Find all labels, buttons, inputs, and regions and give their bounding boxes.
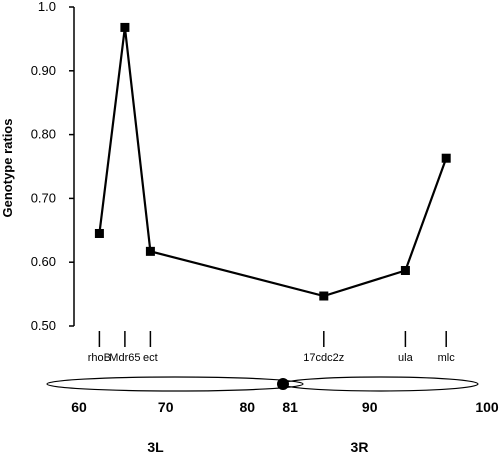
data-point bbox=[120, 22, 130, 32]
y-tick-label: 0.90 bbox=[31, 63, 56, 78]
data-point bbox=[441, 153, 451, 163]
marker-label: ula bbox=[398, 352, 414, 364]
chromosome-map: 60 70 80 81 90 100 3L 3R bbox=[46, 376, 499, 455]
y-axis: 0.50 0.60 0.70 0.80 0.90 1.0 bbox=[31, 0, 75, 333]
marker-label: ect bbox=[143, 352, 158, 364]
map-position-label: 70 bbox=[158, 399, 174, 415]
series-group bbox=[94, 22, 451, 301]
y-tick-label: 0.70 bbox=[31, 190, 56, 205]
chromosome-arm-label: 3R bbox=[351, 439, 369, 455]
y-tick-label: 0.50 bbox=[31, 318, 56, 333]
chromosome-arm-right bbox=[281, 376, 479, 392]
y-axis-label: Genotype ratios bbox=[0, 119, 15, 218]
data-point bbox=[145, 246, 155, 256]
map-position-label: 81 bbox=[282, 399, 298, 415]
series-line bbox=[98, 27, 448, 298]
chromosome-arm-left bbox=[46, 376, 304, 392]
marker-label: mlc bbox=[438, 352, 456, 364]
data-point bbox=[94, 228, 104, 238]
centromere bbox=[277, 378, 289, 390]
y-tick-label: 0.60 bbox=[31, 254, 56, 269]
marker-label: 17cdc2z bbox=[303, 352, 344, 364]
map-position-label: 60 bbox=[71, 399, 87, 415]
map-position-label: 80 bbox=[240, 399, 256, 415]
marker-label: rhoB bbox=[88, 352, 111, 364]
y-tick-label: 1.0 bbox=[38, 0, 56, 14]
data-point bbox=[400, 265, 410, 275]
data-point bbox=[319, 291, 329, 301]
chromosome-arm-label: 3L bbox=[147, 439, 164, 455]
y-tick-label: 0.80 bbox=[31, 127, 56, 142]
marker-label: Mdr65 bbox=[109, 352, 140, 364]
map-position-label: 90 bbox=[362, 399, 378, 415]
map-position-label: 100 bbox=[475, 399, 499, 415]
